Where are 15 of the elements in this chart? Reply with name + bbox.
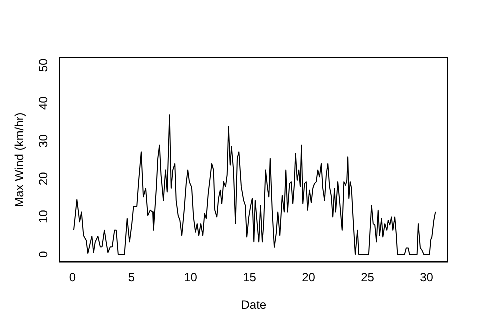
y-tick-label: 30 [36,134,50,148]
x-axis-title: Date [241,298,267,312]
x-tick-label: 15 [243,270,257,285]
x-tick-label: 20 [302,270,316,285]
y-axis-title: Max Wind (km/hr) [12,112,27,208]
x-tick-label: 0 [69,270,76,285]
y-tick-label: 50 [36,58,50,72]
y-tick-label: 40 [36,96,50,110]
y-tick-label: 20 [36,172,50,186]
y-tick-label: 10 [36,210,50,224]
x-tick-label: 30 [420,270,434,285]
y-tick-label: 0 [36,250,50,258]
x-tick-label: 25 [361,270,375,285]
x-tick-label: 10 [184,270,198,285]
x-tick-label: 5 [128,270,136,285]
